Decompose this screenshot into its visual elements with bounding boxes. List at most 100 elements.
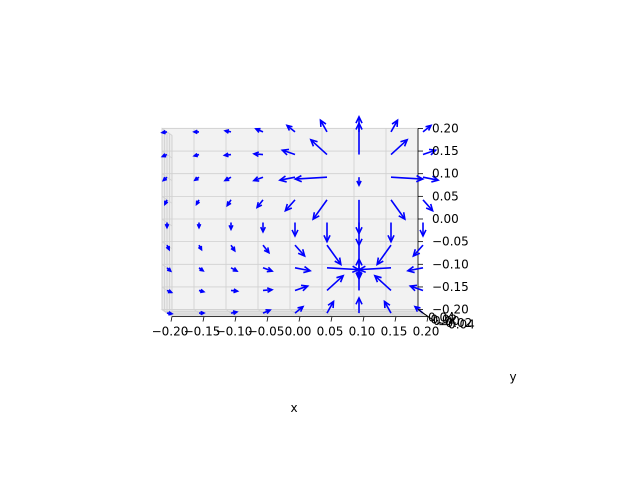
arrow-head bbox=[168, 311, 174, 316]
arrow-head bbox=[164, 200, 169, 207]
arrow-shaft bbox=[410, 285, 424, 292]
x-tick-mark bbox=[330, 316, 333, 322]
x-tick-label: 0.10 bbox=[349, 325, 376, 339]
arrow-head bbox=[323, 234, 331, 244]
arrow-head bbox=[293, 174, 303, 183]
arrow-head bbox=[406, 265, 415, 274]
x-tick-mark bbox=[266, 316, 269, 322]
x-tick-mark bbox=[426, 316, 429, 322]
arrow-head bbox=[266, 266, 274, 273]
x-tick-label: 0.05 bbox=[317, 325, 344, 339]
arrow-shaft bbox=[374, 275, 392, 292]
y-tick-label: −0.02 bbox=[436, 316, 473, 330]
y-tick-mark bbox=[417, 309, 425, 314]
arrow-head bbox=[222, 152, 229, 158]
tick-labels: −0.20−0.15−0.10−0.05 0.00 0.05 0.10 0.15 0.20… bbox=[152, 121, 475, 338]
arrow-shaft bbox=[422, 176, 439, 181]
arrow-head bbox=[230, 246, 236, 253]
arrow-head bbox=[355, 296, 363, 305]
arrow-head bbox=[166, 267, 173, 273]
arrow-shaft bbox=[376, 244, 392, 265]
y-tick-label: 0.04 bbox=[428, 311, 455, 325]
arrow-shaft bbox=[310, 139, 328, 156]
arrow-head bbox=[327, 299, 335, 309]
arrow-shaft bbox=[294, 267, 311, 272]
z-tick-label: 0.15 bbox=[432, 144, 459, 158]
arrow-head bbox=[265, 309, 272, 315]
arrow-head bbox=[223, 176, 230, 182]
z-tick-label: −0.20 bbox=[432, 303, 469, 317]
arrow-shaft bbox=[312, 199, 328, 220]
arrow-head bbox=[415, 174, 425, 183]
arrow-head bbox=[413, 305, 421, 313]
arrow-head bbox=[355, 226, 363, 236]
arrow-head bbox=[160, 129, 166, 135]
y-tick-label: 0.02 bbox=[431, 312, 458, 326]
arrow-shaft bbox=[279, 176, 296, 181]
arrow-shaft bbox=[390, 139, 408, 156]
arrow-head bbox=[164, 223, 170, 230]
arrow-shaft bbox=[407, 267, 424, 272]
arrow-head bbox=[232, 267, 239, 272]
z-tick-label: −0.05 bbox=[432, 235, 469, 249]
arrow-head bbox=[192, 129, 198, 135]
x-tick-label: −0.10 bbox=[216, 325, 253, 339]
arrow-head bbox=[263, 247, 271, 255]
z-tick-label: −0.15 bbox=[432, 280, 469, 294]
y-tick-label: 0.00 bbox=[433, 314, 460, 328]
arrow-head bbox=[280, 148, 290, 156]
arrow-head bbox=[309, 138, 318, 147]
arrow-head bbox=[160, 153, 167, 158]
arrow-head bbox=[408, 284, 418, 292]
arrow-head bbox=[197, 245, 203, 252]
arrow-head bbox=[376, 257, 384, 266]
arrow-shaft bbox=[390, 176, 423, 180]
arrow-head bbox=[419, 229, 427, 238]
arrow-head bbox=[334, 257, 342, 266]
arrow-shaft bbox=[326, 301, 335, 314]
arrow-head bbox=[259, 226, 267, 234]
arrow-field bbox=[160, 114, 440, 316]
arrow-head bbox=[412, 249, 421, 258]
arrow-head bbox=[200, 310, 206, 316]
y-tick-label: −0.04 bbox=[438, 318, 475, 332]
arrow-head bbox=[391, 118, 399, 127]
arrow-head bbox=[357, 265, 367, 274]
x-tick-mark bbox=[362, 316, 365, 322]
arrow-shaft bbox=[319, 119, 328, 133]
arrow-head bbox=[285, 124, 293, 131]
arrow-head bbox=[336, 274, 345, 283]
arrow-head bbox=[266, 287, 274, 294]
arrow-head bbox=[297, 249, 306, 258]
arrow-head bbox=[425, 124, 433, 131]
arrow-head bbox=[226, 201, 232, 208]
x-tick-mark bbox=[234, 316, 237, 322]
arrow-head bbox=[196, 223, 202, 230]
arrow-head bbox=[428, 148, 438, 156]
arrow-head bbox=[223, 128, 230, 134]
arrow-head bbox=[161, 176, 168, 182]
arrow-head bbox=[228, 224, 234, 232]
arrow-head bbox=[303, 265, 312, 274]
arrow-head bbox=[425, 203, 434, 213]
x-tick-label: −0.20 bbox=[152, 325, 189, 339]
arrow-head bbox=[252, 176, 260, 182]
arrow-head bbox=[255, 202, 263, 209]
arrow-head bbox=[355, 114, 363, 124]
z-tick-label: −0.10 bbox=[432, 257, 469, 271]
x-axis-label: x bbox=[290, 401, 297, 415]
arrow-shaft bbox=[383, 301, 392, 314]
arrow-shaft bbox=[326, 267, 359, 271]
x-tick-label: −0.15 bbox=[184, 325, 221, 339]
arrow-head bbox=[254, 127, 261, 133]
arrow-head bbox=[193, 176, 199, 182]
arrow-head bbox=[373, 274, 382, 283]
arrow-head bbox=[284, 203, 293, 213]
x-tick-label: 0.00 bbox=[285, 325, 312, 339]
arrow-head bbox=[355, 238, 363, 247]
arrow-head bbox=[199, 267, 205, 272]
arrow-shaft bbox=[326, 244, 342, 265]
arrow-shaft bbox=[294, 285, 308, 292]
arrow-head bbox=[356, 180, 362, 188]
